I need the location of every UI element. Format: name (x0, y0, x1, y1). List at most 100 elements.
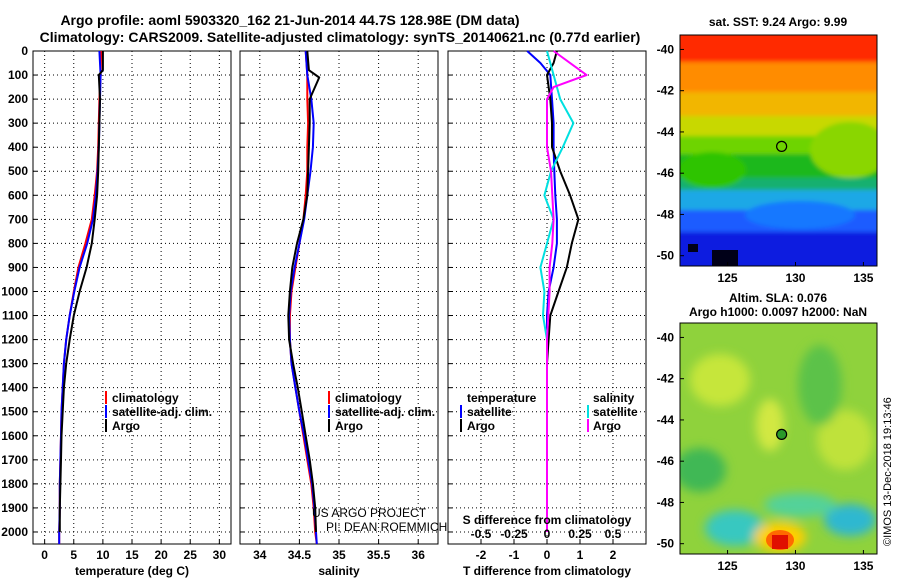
x-tick-label: 10 (96, 548, 110, 562)
map-y-tick-label: -42 (657, 372, 675, 386)
legend-climatology-label: climatology (112, 391, 179, 405)
depth-tick-label: 600 (8, 188, 28, 202)
series-line-argo (58, 51, 104, 532)
depth-tick-label: 800 (8, 236, 28, 250)
sla-map-subtitle: Argo h1000: 0.0097 h2000: NaN (689, 305, 867, 319)
depth-tick-label: 200 (8, 92, 28, 106)
x-tick-label: 0 (544, 548, 551, 562)
sla-argo-position-marker (776, 428, 788, 440)
sla-light-patch-3 (756, 399, 784, 451)
x-tick-label: -2 (476, 548, 487, 562)
depth-tick-label: 1600 (1, 429, 28, 443)
sst-warm-tongue (810, 122, 877, 178)
depth-tick-label: 1000 (1, 284, 28, 298)
temperature-grid (33, 50, 231, 544)
x-tick-label: 20 (154, 548, 168, 562)
legend-salinity-title: salinity (593, 391, 635, 405)
map-x-tick-label: 125 (718, 559, 738, 573)
x-tick-label: 2 (610, 548, 617, 562)
s-tick-label: 0 (544, 527, 551, 541)
legend-t-argo-label: Argo (467, 419, 495, 433)
sst-dark-patch (712, 250, 738, 266)
map-y-tick-label: -44 (657, 413, 675, 427)
x-tick-label: 0 (41, 548, 48, 562)
difference-s-ticks: -0.5 -0.25 0 0.25 0.5 (471, 527, 622, 541)
legend-temperature-title: temperature (467, 391, 537, 405)
project-annotation: US ARGO PROJECT PI: DEAN ROEMMICH (312, 506, 447, 534)
map-y-tick-label: -46 (657, 454, 675, 468)
map-x-tick-label: 125 (718, 271, 738, 285)
salinity-x-label: salinity (318, 564, 360, 578)
depth-tick-label: 300 (8, 116, 28, 130)
x-tick-label: 15 (125, 548, 139, 562)
x-tick-label: 30 (213, 548, 227, 562)
series-line-salinity-argo (546, 50, 588, 532)
temperature-x-ticks: 0 5 10 15 20 25 30 (41, 548, 226, 562)
depth-tick-label: 1300 (1, 357, 28, 371)
map-x-tick-label: 135 (853, 271, 873, 285)
x-tick-label: 35.5 (367, 548, 391, 562)
series-line-climatology (58, 50, 103, 544)
map-y-tick-label: -46 (657, 166, 675, 180)
depth-tick-label: 900 (8, 260, 28, 274)
sst-argo-position-marker (776, 140, 788, 152)
depth-tick-label: 400 (8, 140, 28, 154)
map-y-tick-label: -42 (657, 84, 675, 98)
x-tick-label: -1 (509, 548, 520, 562)
sst-map-axes: 125 130 135 -40 -42 -44 -46 -48 -50 (657, 42, 874, 285)
map-x-tick-label: 130 (785, 271, 805, 285)
difference-x-label: T difference from climatology (463, 564, 631, 578)
legend-t-satellite-label: satellite (467, 405, 512, 419)
sla-map-title: Altim. SLA: 0.076 (729, 291, 827, 305)
x-tick-label: 34 (253, 548, 267, 562)
sst-cold-patch (745, 201, 855, 229)
salinity-series (287, 50, 321, 545)
depth-tick-label: 700 (8, 212, 28, 226)
depth-tick-label: 1100 (2, 309, 28, 323)
figure-title-line2: Climatology: CARS2009. Satellite-adjuste… (40, 29, 641, 45)
depth-axis: 0 100 200 300 400 500 600 700 800 900 1000 1100 1200… (1, 44, 28, 539)
sst-band-orange (680, 62, 877, 96)
credit-text: ©IMOS 13-Dec-2018 19:13:46 (882, 397, 894, 546)
salinity-legend: climatology satellite-adj. clim. Argo (328, 391, 435, 433)
depth-tick-label: 1200 (1, 333, 28, 347)
sst-heatmap (680, 35, 877, 266)
depth-tick-label: 1500 (1, 405, 28, 419)
depth-tick-label: 1700 (1, 453, 28, 467)
s-difference-axis-label: S difference from climatology (463, 513, 632, 527)
x-tick-label: 36 (412, 548, 426, 562)
map-x-tick-label: 130 (785, 559, 805, 573)
temperature-legend: climatology satellite-adj. clim. Argo (105, 391, 212, 433)
sst-band-red (680, 35, 877, 66)
difference-grid (448, 50, 646, 544)
project-pi: PI: DEAN ROEMMICH (326, 520, 447, 534)
sla-red-core (772, 535, 788, 549)
map-y-tick-label: -50 (657, 249, 675, 263)
sla-heatmap (680, 323, 877, 554)
legend-climatology-label: climatology (335, 391, 402, 405)
x-tick-label: 35 (332, 548, 346, 562)
s-tick-label: 0.25 (568, 527, 592, 541)
series-line-satellite-adj-clim- (288, 50, 318, 545)
legend-s-satellite-label: satellite (593, 405, 638, 419)
series-line-argo (287, 50, 321, 533)
depth-tick-label: 100 (8, 68, 28, 82)
s-tick-label: -0.5 (471, 527, 492, 541)
project-name: US ARGO PROJECT (312, 506, 427, 520)
s-tick-label: -0.25 (500, 527, 528, 541)
sst-map-title: sat. SST: 9.24 Argo: 9.99 (709, 15, 848, 29)
map-y-tick-label: -40 (657, 42, 675, 56)
sst-green-patch (680, 152, 746, 188)
map-y-tick-label: -48 (657, 495, 675, 509)
depth-tick-label: 2000 (1, 525, 28, 539)
legend-satellite-label: satellite-adj. clim. (335, 405, 435, 419)
depth-tick-label: 1800 (1, 477, 28, 491)
series-line-satellite-adj-clim- (58, 50, 102, 544)
sla-dark-patch-2 (680, 448, 726, 492)
sla-map-frame (679, 322, 878, 555)
sla-light-patch-1 (690, 354, 750, 406)
x-tick-label: 5 (70, 548, 77, 562)
sst-dark-patch-small (688, 244, 698, 252)
sla-dark-patch-1 (798, 345, 842, 425)
